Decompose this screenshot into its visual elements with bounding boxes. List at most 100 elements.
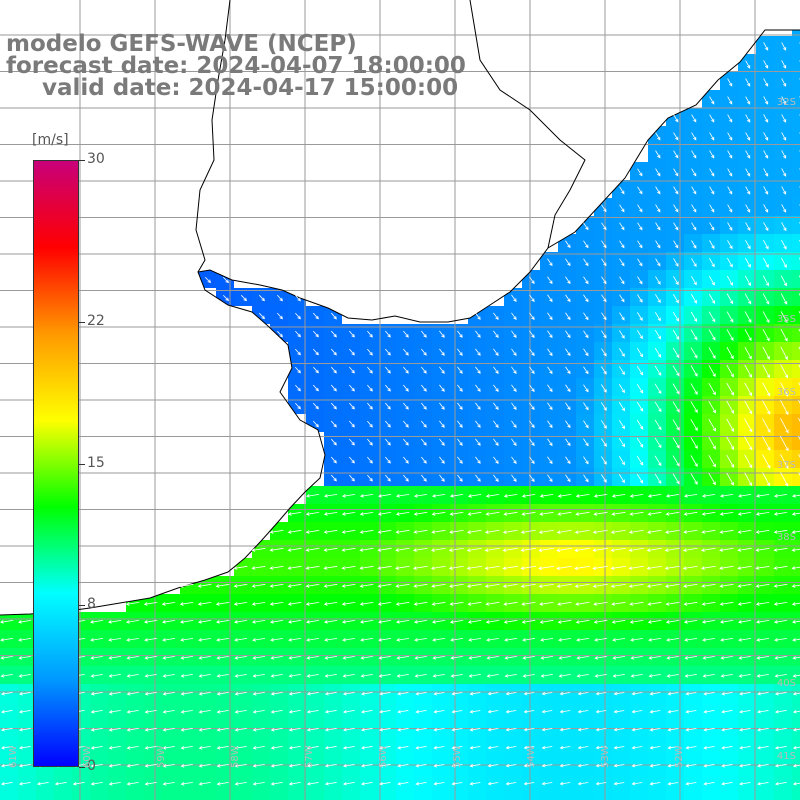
wind-arrow xyxy=(619,276,625,285)
wind-arrow xyxy=(539,619,554,624)
wind-arrow xyxy=(637,168,643,177)
wind-arrow xyxy=(655,276,661,285)
wind-arrow xyxy=(324,673,337,678)
wind-arrow xyxy=(385,420,391,428)
wind-arrow xyxy=(18,691,31,696)
wind-arrow xyxy=(487,691,499,696)
wind-arrow xyxy=(433,727,445,732)
wind-arrow xyxy=(503,511,518,516)
wind-cell xyxy=(72,792,90,800)
wind-arrow xyxy=(430,565,446,570)
latitude-label: 37S xyxy=(776,460,796,471)
wind-arrow xyxy=(737,547,752,552)
wind-arrow xyxy=(324,781,337,786)
wind-arrow xyxy=(295,294,301,302)
wind-arrow xyxy=(385,348,391,356)
wind-arrow xyxy=(565,330,571,339)
wind-arrow xyxy=(685,745,697,750)
wind-arrow xyxy=(144,782,157,786)
wind-arrow xyxy=(629,511,644,516)
wind-arrow xyxy=(541,709,553,714)
wind-arrow xyxy=(529,294,535,303)
wind-cell xyxy=(36,792,54,800)
wind-cell xyxy=(180,792,198,800)
wind-arrow xyxy=(180,782,193,786)
wind-arrow xyxy=(774,709,787,714)
wind-arrow xyxy=(359,511,374,516)
wind-arrow xyxy=(576,655,589,660)
wind-cell xyxy=(792,594,800,612)
wind-arrow xyxy=(529,276,535,285)
wind-arrow xyxy=(774,691,787,696)
wind-arrow xyxy=(672,347,680,359)
wind-arrow xyxy=(691,168,697,177)
latitude-label: 32S xyxy=(776,97,796,108)
wind-arrow xyxy=(421,330,427,338)
wind-arrow xyxy=(541,781,553,786)
wind-arrow xyxy=(469,763,481,768)
wind-arrow xyxy=(475,366,481,374)
wind-arrow xyxy=(592,547,608,552)
wind-arrow xyxy=(685,691,697,696)
wind-arrow xyxy=(313,330,319,338)
wind-arrow xyxy=(457,366,463,374)
wind-arrow xyxy=(341,619,356,624)
wind-arrow xyxy=(757,709,769,714)
wind-arrow xyxy=(559,691,571,696)
wind-arrow xyxy=(439,474,445,482)
wind-arrow xyxy=(251,565,266,570)
wind-arrow xyxy=(295,330,301,338)
wind-arrow xyxy=(583,222,589,231)
wind-arrow xyxy=(413,583,428,588)
wind-arrow xyxy=(197,601,212,606)
wind-cell xyxy=(198,792,216,800)
wind-arrow xyxy=(630,655,643,660)
wind-arrow xyxy=(631,691,643,696)
wind-arrow xyxy=(331,438,337,446)
wind-arrow xyxy=(612,655,625,660)
wind-arrow xyxy=(403,348,409,356)
wind-arrow xyxy=(781,204,787,213)
wind-arrow xyxy=(721,745,733,750)
wind-cell xyxy=(792,162,800,180)
wind-arrow xyxy=(610,565,626,570)
wind-arrow xyxy=(541,691,553,696)
wind-arrow xyxy=(269,583,284,588)
wind-arrow xyxy=(744,436,753,451)
wind-arrow xyxy=(647,619,662,624)
wind-arrow xyxy=(744,293,752,305)
wind-arrow xyxy=(36,781,49,786)
wind-arrow xyxy=(403,438,409,446)
wind-arrow xyxy=(565,312,571,321)
colorbar-tick-mark xyxy=(79,160,85,161)
wind-arrow xyxy=(367,366,373,374)
wind-arrow xyxy=(493,330,499,338)
wind-arrow xyxy=(287,565,302,570)
wind-cell xyxy=(792,630,800,648)
wind-arrow xyxy=(313,366,319,374)
wind-arrow xyxy=(700,565,716,570)
wind-arrow xyxy=(457,348,463,356)
wind-arrow xyxy=(780,257,787,268)
wind-arrow xyxy=(343,709,355,714)
wind-arrow xyxy=(648,673,661,678)
wind-arrow xyxy=(685,781,697,786)
wind-arrow xyxy=(673,258,679,267)
wind-arrow xyxy=(378,637,392,642)
wind-arrow xyxy=(547,402,553,411)
wind-arrow xyxy=(667,727,679,732)
wind-arrow xyxy=(431,529,446,534)
wind-cell xyxy=(558,792,576,800)
wind-arrow xyxy=(756,673,769,678)
wind-arrow xyxy=(791,548,800,552)
wind-arrow xyxy=(655,132,661,141)
coastline-path xyxy=(0,29,800,616)
wind-arrow xyxy=(331,420,337,428)
wind-arrow xyxy=(744,472,753,487)
wind-arrow xyxy=(448,547,464,552)
wind-arrow xyxy=(484,583,500,588)
wind-arrow xyxy=(791,566,800,570)
wind-arrow xyxy=(667,781,679,786)
wind-arrow xyxy=(618,402,625,412)
wind-arrow xyxy=(583,312,589,321)
